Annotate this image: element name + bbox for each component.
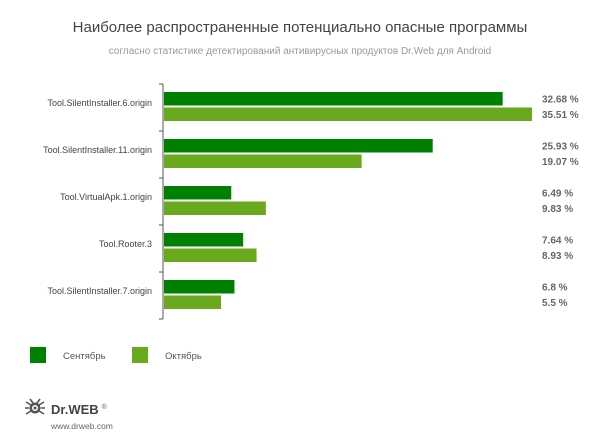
legend-swatch xyxy=(132,347,148,363)
bar xyxy=(164,154,362,168)
data-label: 32.68 % xyxy=(542,95,579,106)
data-label: 19.07 % xyxy=(542,157,579,168)
data-label: 9.83 % xyxy=(542,204,573,215)
logo-text: Dr.WEB ® xyxy=(51,402,108,417)
bar xyxy=(164,186,232,200)
bar xyxy=(164,233,244,247)
category-label: Tool.SilentInstaller.6.origin xyxy=(47,98,152,108)
bar xyxy=(164,248,257,262)
category-label: Tool.SilentInstaller.11.origin xyxy=(43,145,152,155)
drweb-logo: Dr.WEB ® www.drweb.com xyxy=(25,398,113,431)
category-label: Tool.VirtualApk.1.origin xyxy=(60,192,152,202)
data-label: 8.93 % xyxy=(542,251,573,262)
logo-name: Dr.WEB xyxy=(51,402,99,417)
data-label: 25.93 % xyxy=(542,142,579,153)
chart-subtitle: согласно статистике детектирований антив… xyxy=(109,46,491,57)
legend-swatch xyxy=(30,347,46,363)
chart-title: Наиболее распространенные потенциально о… xyxy=(73,19,528,36)
bar xyxy=(164,280,235,294)
data-label: 6.49 % xyxy=(542,189,573,200)
bar xyxy=(164,139,433,153)
data-label: 35.51 % xyxy=(542,110,579,121)
logo-registered: ® xyxy=(102,403,108,411)
data-label: 7.64 % xyxy=(542,236,573,247)
category-label: Tool.Rooter.3 xyxy=(99,239,152,249)
legend-label: Сентябрь xyxy=(63,351,106,362)
category-label: Tool.SilentInstaller.7.origin xyxy=(47,286,152,296)
bar xyxy=(164,295,221,309)
spider-logo-icon xyxy=(25,398,45,415)
legend-label: Октябрь xyxy=(165,351,202,362)
bar xyxy=(164,92,503,106)
data-label: 5.5 % xyxy=(542,298,568,309)
bar xyxy=(164,107,532,121)
bar xyxy=(164,201,266,215)
logo-url: www.drweb.com xyxy=(50,421,113,431)
data-label: 6.8 % xyxy=(542,283,568,294)
